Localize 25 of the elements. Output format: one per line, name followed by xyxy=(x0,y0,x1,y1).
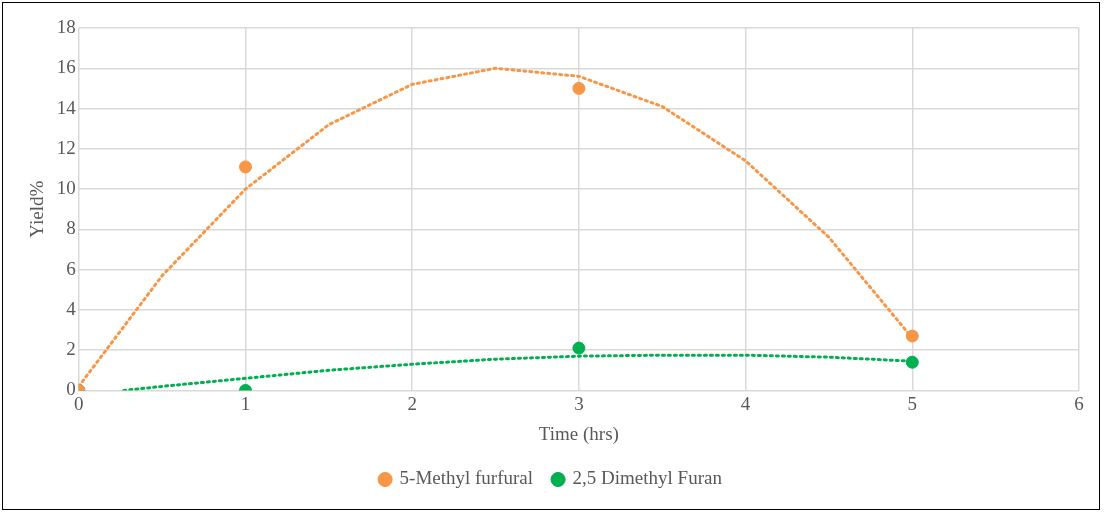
point xyxy=(905,355,919,369)
y-tick-label: 14 xyxy=(56,96,77,118)
x-tick-label: 4 xyxy=(740,392,751,414)
y-tick-label: 6 xyxy=(66,257,76,279)
point xyxy=(905,329,919,343)
y-tick-label: 16 xyxy=(56,56,76,78)
x-tick-label: 1 xyxy=(240,392,251,414)
y-tick-label: 12 xyxy=(56,136,76,158)
y-tick-label: 0 xyxy=(66,378,76,400)
x-tick-label: 3 xyxy=(574,392,584,414)
x-tick-label: 2 xyxy=(407,392,417,414)
y-tick-label: 4 xyxy=(66,297,77,319)
y-tick-label: 8 xyxy=(66,217,76,239)
x-tick-label: 6 xyxy=(1074,392,1084,414)
x-tick-label: 5 xyxy=(907,392,918,414)
point xyxy=(239,160,252,174)
legend-label: 2,5 Dimethyl Furan xyxy=(572,467,723,489)
y-tick-label: 2 xyxy=(66,338,76,360)
y-tick-label: 10 xyxy=(56,177,76,199)
y-axis-title: Yield% xyxy=(26,180,48,238)
legend-label: 5-Methyl furfural xyxy=(399,467,534,489)
x-axis-title: Time (hrs) xyxy=(538,422,619,445)
y-tick-label: 18 xyxy=(56,15,76,37)
point xyxy=(572,81,586,95)
point xyxy=(572,341,586,355)
